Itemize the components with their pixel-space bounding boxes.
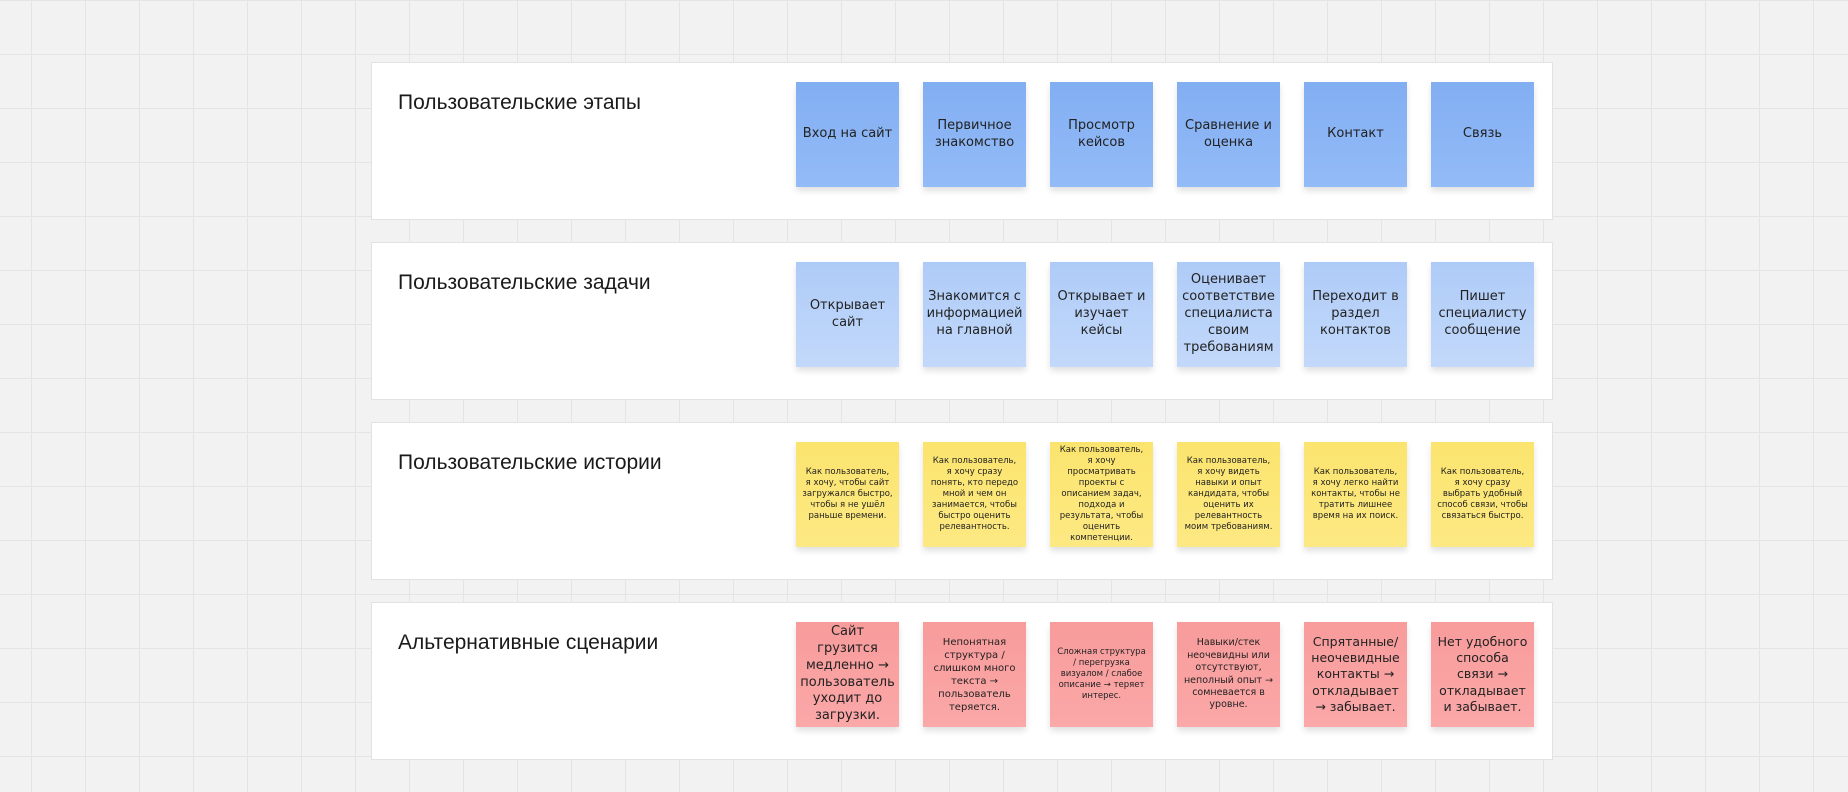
sticky-note[interactable]: Вход на сайт: [796, 82, 899, 187]
sticky-note[interactable]: Спрятанные/ неочевидные контакты → откла…: [1304, 622, 1407, 727]
sticky-note[interactable]: Первичное знакомство: [923, 82, 1026, 187]
sticky-note[interactable]: Как пользователь, я хочу видеть навыки и…: [1177, 442, 1280, 547]
sticky-note[interactable]: Переходит в раздел контактов: [1304, 262, 1407, 367]
sticky-note[interactable]: Как пользователь, я хочу сразу понять, к…: [923, 442, 1026, 547]
sticky-note[interactable]: Навыки/стек неочевидны или отсутствуют, …: [1177, 622, 1280, 727]
frame-row[interactable]: Альтернативные сценарии Сайт грузится мед…: [371, 602, 1553, 760]
sticky-note[interactable]: Пишет специалисту сообщение: [1431, 262, 1534, 367]
frame-title: Альтернативные сценарии: [398, 631, 659, 654]
sticky-note[interactable]: Непонятная структура / слишком много тек…: [923, 622, 1026, 727]
frame-row[interactable]: Пользовательские этапы Вход на сайт Первич…: [371, 62, 1553, 220]
frame-row[interactable]: Пользовательские истории Как пользователь…: [371, 422, 1553, 580]
sticky-note[interactable]: Нет удобного способа связи → откладывает…: [1431, 622, 1534, 727]
frame-title: Пользовательские задачи: [398, 271, 651, 294]
sticky-note[interactable]: Сравнение и оценка: [1177, 82, 1280, 187]
sticky-note[interactable]: Оценивает соответствие специалиста своим…: [1177, 262, 1280, 367]
sticky-note[interactable]: Как пользователь, я хочу, чтобы сайт заг…: [796, 442, 899, 547]
sticky-note[interactable]: Знакомится с информацией на главной: [923, 262, 1026, 367]
frame-title: Пользовательские истории: [398, 451, 662, 474]
sticky-note[interactable]: Как пользователь, я хочу легко найти кон…: [1304, 442, 1407, 547]
sticky-note[interactable]: Открывает сайт: [796, 262, 899, 367]
frame-title: Пользовательские этапы: [398, 91, 641, 114]
sticky-note[interactable]: Сайт грузится медленно → пользователь ух…: [796, 622, 899, 727]
sticky-note[interactable]: Связь: [1431, 82, 1534, 187]
sticky-note[interactable]: Сложная структура / перегрузка визуалом …: [1050, 622, 1153, 727]
frame-row[interactable]: Пользовательские задачи Открывает сайт Зна…: [371, 242, 1553, 400]
sticky-note[interactable]: Просмотр кейсов: [1050, 82, 1153, 187]
sticky-note[interactable]: Открывает и изучает кейсы: [1050, 262, 1153, 367]
sticky-note[interactable]: Как пользователь, я хочу сразу выбрать у…: [1431, 442, 1534, 547]
sticky-note[interactable]: Контакт: [1304, 82, 1407, 187]
sticky-note[interactable]: Как пользователь, я хочу просматривать п…: [1050, 442, 1153, 547]
